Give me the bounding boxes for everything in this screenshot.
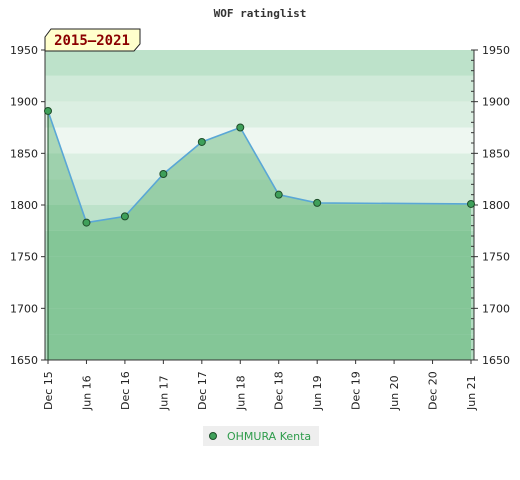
data-point <box>313 198 322 207</box>
x-tick-label: Jun 16 <box>80 375 93 411</box>
period-badge: 2015–2021 <box>44 28 141 52</box>
x-tick-label: Dec 20 <box>427 371 440 410</box>
background-band <box>45 179 474 205</box>
period-badge-label: 2015–2021 <box>54 33 130 49</box>
legend-label: OHMURA Kenta <box>227 430 311 443</box>
background-band <box>45 334 474 360</box>
background-band <box>45 308 474 335</box>
axes-layer: 1650 1650 1700 1700 1750 1750 1800 1800 1850 1850… <box>10 44 510 411</box>
background-band <box>45 282 474 309</box>
legend-marker-icon <box>209 432 217 440</box>
y-tick-label-right: 1900 <box>482 96 510 109</box>
y-tick-label-left: 1850 <box>10 147 38 160</box>
series-area <box>48 110 471 360</box>
data-point <box>44 106 52 115</box>
x-tick-label: Jun 20 <box>388 375 401 411</box>
y-tick-label-left: 1650 <box>10 354 38 367</box>
data-point <box>82 218 91 227</box>
data-point <box>274 190 283 199</box>
y-tick-label-right: 1950 <box>482 44 510 57</box>
y-tick-label-right: 1650 <box>482 354 510 367</box>
y-tick-label-right: 1800 <box>482 199 510 212</box>
y-tick-label-left: 1900 <box>10 96 38 109</box>
y-tick-label-left: 1800 <box>10 199 38 212</box>
x-tick-label: Jun 18 <box>234 375 247 411</box>
y-tick-label-right: 1750 <box>482 251 510 264</box>
chart-title: WOF ratinglist <box>214 7 307 20</box>
y-tick-label-left: 1950 <box>10 44 38 57</box>
data-point <box>120 212 129 221</box>
background-band <box>45 230 474 257</box>
background-band <box>45 127 474 154</box>
data-point <box>159 170 168 178</box>
x-tick-label: Dec 19 <box>350 371 363 410</box>
band-layer <box>45 50 474 360</box>
background-band <box>45 101 474 128</box>
background-band <box>45 75 474 102</box>
background-band <box>45 50 474 76</box>
background-band <box>45 256 474 283</box>
x-tick-label: Dec 17 <box>196 371 209 410</box>
x-tick-label: Jun 19 <box>311 375 324 411</box>
y-tick-label-right: 1850 <box>482 147 510 160</box>
data-point <box>197 137 206 146</box>
y-tick-label-left: 1750 <box>10 251 38 264</box>
area-layer <box>48 110 471 360</box>
background-band <box>45 153 474 180</box>
x-tick-label: Dec 15 <box>42 371 55 410</box>
marker-layer <box>44 106 475 227</box>
y-tick-label-right: 1700 <box>482 302 510 315</box>
legend[interactable]: OHMURA Kenta <box>203 426 319 446</box>
data-point <box>236 123 245 132</box>
x-tick-label: Jun 17 <box>157 375 170 411</box>
x-tick-label: Jun 21 <box>465 375 478 411</box>
y-tick-label-left: 1700 <box>10 302 38 315</box>
data-point <box>467 199 475 208</box>
x-tick-label: Dec 18 <box>273 371 286 410</box>
x-tick-label: Dec 16 <box>119 371 132 410</box>
